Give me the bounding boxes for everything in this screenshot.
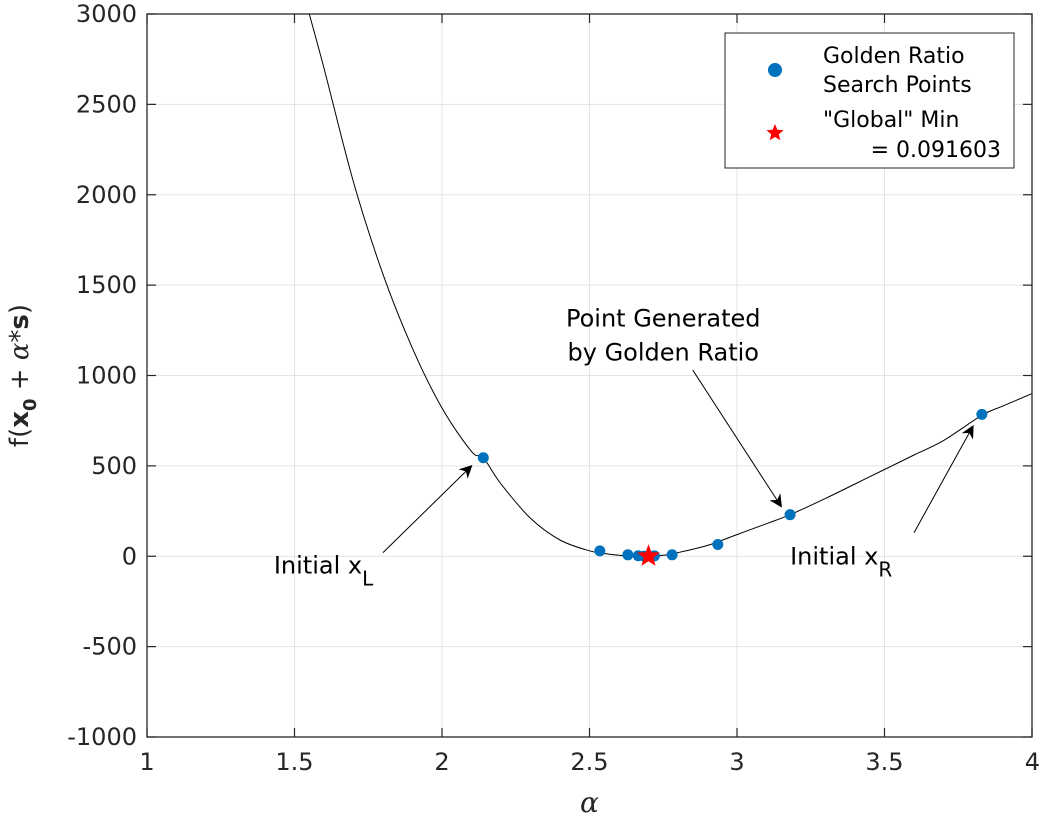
search-point <box>594 545 606 557</box>
y-tick-label: 3000 <box>76 0 137 28</box>
annotation-text-initial-xr: Initial xR <box>790 542 892 581</box>
x-axis-label: α <box>580 786 599 817</box>
x-tick-label: 2 <box>434 748 449 776</box>
search-point <box>976 408 988 420</box>
annotation-arrow-initial-xr <box>913 424 974 533</box>
search-point <box>666 549 678 561</box>
annotation-text-initial-xl: Initial xL <box>274 551 374 590</box>
y-label-suffix: ) <box>5 304 35 314</box>
y-tick-label: 2000 <box>76 181 137 209</box>
svg-text:f(x0 + α*s): f(x0 + α*s) <box>5 304 41 447</box>
y-tick-label: -500 <box>83 633 137 661</box>
annotation-arrow-golden-ratio-point <box>692 369 782 508</box>
x-tick-label: 3.5 <box>865 748 903 776</box>
y-tick-label: 0 <box>122 542 137 570</box>
search-point <box>477 452 489 464</box>
annotation-text-golden-ratio-point: by Golden Ratio <box>568 339 759 367</box>
legend: Golden Ratio Search Points "Global" Min … <box>724 32 1015 169</box>
y-tick-labels: -1000 -500 0 500 1000 1500 2000 2500 3000 <box>67 0 137 751</box>
x-tick-label: 3 <box>729 748 744 776</box>
annotations-layer: Initial xL Initial xR Point Generated by Go… <box>274 305 974 590</box>
y-label-s: s <box>5 314 35 329</box>
legend-box <box>724 32 1015 169</box>
legend-search-label-line1: Golden Ratio <box>823 44 965 69</box>
x-tick-label: 2.5 <box>570 748 608 776</box>
annotation-arrow-initial-xl <box>382 464 473 553</box>
y-axis-label: f(x0 + α*s) <box>5 304 41 447</box>
y-tick-label: 2500 <box>76 90 137 118</box>
x-tick-labels: 1 1.5 2 2.5 3 3.5 4 <box>139 748 1040 776</box>
y-tick-label: 500 <box>91 452 137 480</box>
legend-search-label-line2: Search Points <box>823 73 972 98</box>
y-tick-label: 1000 <box>76 362 137 390</box>
legend-min-label-line1: "Global" Min <box>823 108 959 133</box>
y-tick-label: 1500 <box>76 271 137 299</box>
legend-search-point-marker <box>768 63 782 77</box>
grid-lines <box>147 14 1032 737</box>
annotation-text-golden-ratio-point: Point Generated <box>566 305 761 333</box>
x-tick-label: 1.5 <box>275 748 313 776</box>
min-marker-layer <box>637 544 660 566</box>
legend-min-marker <box>766 124 784 141</box>
search-point <box>712 539 724 551</box>
x-tick-label: 1 <box>139 748 154 776</box>
y-label-middle: + <box>5 360 35 398</box>
global-min-marker <box>637 544 660 566</box>
y-label-sub: 0 <box>20 398 41 411</box>
x-tick-label: 4 <box>1025 748 1040 776</box>
y-label-x: x <box>5 411 35 428</box>
y-label-prefix: f( <box>5 428 35 447</box>
search-point <box>784 509 796 521</box>
legend-min-label-line2: = 0.091603 <box>871 138 1001 163</box>
axis-ticks <box>146 13 1033 738</box>
y-label-star: * <box>5 330 35 343</box>
y-tick-label: -1000 <box>67 723 137 751</box>
search-point <box>622 549 634 561</box>
y-label-alpha: α <box>5 342 35 360</box>
